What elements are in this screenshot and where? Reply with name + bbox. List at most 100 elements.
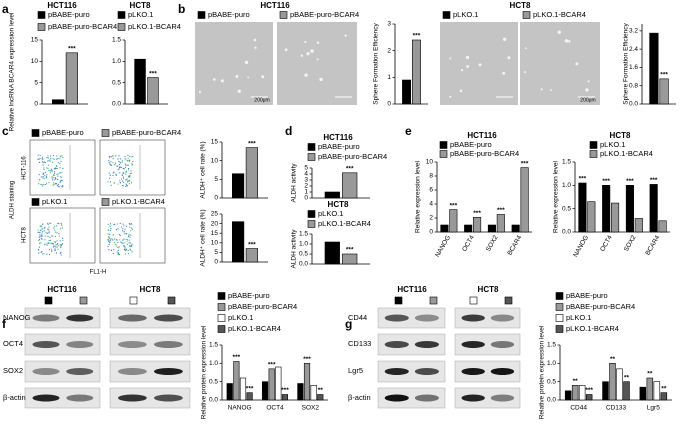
significance: *** xyxy=(626,178,634,185)
y-tick-label: 0.0 xyxy=(112,101,121,108)
flow-dot xyxy=(117,252,119,254)
flow-dot xyxy=(110,160,112,163)
bar xyxy=(473,217,482,233)
band xyxy=(117,341,147,348)
flow-dot xyxy=(54,241,56,244)
flow-dot xyxy=(116,245,118,247)
legend-label: pLKO.1 xyxy=(453,10,478,19)
sphere xyxy=(585,88,589,92)
flow-dot xyxy=(127,167,130,170)
legend-label: pBABE-puro-BCAR4 xyxy=(566,302,635,311)
flow-dot xyxy=(117,228,119,230)
flow-dot xyxy=(41,238,43,240)
flow-dot xyxy=(123,238,125,240)
flow-dot xyxy=(58,245,60,247)
flow-plot xyxy=(99,139,166,196)
flow-dot xyxy=(62,184,64,187)
y-tick-label: 0 xyxy=(387,101,391,108)
flow-dot xyxy=(40,229,42,231)
significance: *** xyxy=(521,160,529,167)
flow-dot xyxy=(129,226,131,228)
flow-dot xyxy=(109,174,111,176)
bar xyxy=(65,52,78,105)
flow-dot xyxy=(54,229,56,231)
flow-dot xyxy=(38,252,40,254)
y-tick-label: 10 xyxy=(211,240,219,247)
flow-dot xyxy=(122,228,124,230)
sphere xyxy=(524,71,527,74)
flow-dot xyxy=(38,158,40,160)
flow-dot xyxy=(124,179,127,181)
legend-swatch xyxy=(31,129,40,137)
flow-dot xyxy=(47,157,49,159)
axis-label: FL1-H xyxy=(90,270,107,276)
x-tick-label: NANOG xyxy=(434,234,452,258)
row-label: NANOG xyxy=(3,313,31,322)
flow-dot xyxy=(107,233,109,235)
flow-dot xyxy=(40,251,42,253)
y-tick-label: 0.0 xyxy=(547,397,556,404)
x-tick-label: NANOG xyxy=(572,234,590,258)
flow-dot xyxy=(124,246,126,248)
bar xyxy=(342,253,358,265)
row-label: OCT4 xyxy=(3,339,23,348)
legend-swatch xyxy=(101,198,110,206)
flow-dot xyxy=(50,239,52,241)
flow-dot xyxy=(129,242,131,244)
chart-title: HCT8 xyxy=(328,200,349,209)
sphere xyxy=(198,90,202,93)
flow-dot xyxy=(117,249,119,251)
sphere xyxy=(449,57,452,60)
flow-dot xyxy=(128,159,131,161)
legend-label: pBABE-puro-BCAR4 xyxy=(318,152,387,161)
flow-dot xyxy=(54,245,56,247)
flow-dot xyxy=(44,161,46,164)
flow-dot xyxy=(61,237,64,239)
flow-dot xyxy=(46,253,48,255)
flow-dot xyxy=(39,232,41,234)
flow-dot xyxy=(121,230,124,232)
flow-dot xyxy=(44,171,47,173)
legend-swatch xyxy=(307,210,316,218)
y-axis-label: Relative expression level xyxy=(553,161,560,233)
significance: *** xyxy=(303,356,311,363)
flow-dot xyxy=(39,157,41,160)
legend-swatch xyxy=(307,220,316,228)
flow-dot xyxy=(113,242,115,244)
flow-dot xyxy=(53,225,56,227)
bar xyxy=(511,224,520,233)
y-axis-label: Sphere Formation Efficiency xyxy=(373,22,380,104)
panel-letter: b xyxy=(178,2,185,16)
flow-dot xyxy=(40,226,42,228)
legend-label: pBABE-puro-BCAR4 xyxy=(290,10,359,19)
sphere xyxy=(575,62,579,66)
significance: *** xyxy=(497,207,505,214)
flow-dot xyxy=(60,254,62,256)
flow-dot xyxy=(109,225,111,227)
sphere xyxy=(237,89,241,93)
flow-dot xyxy=(56,184,58,186)
sphere xyxy=(253,38,257,42)
flow-dot xyxy=(60,156,62,158)
lane-key xyxy=(469,296,478,305)
micrograph xyxy=(520,22,600,105)
bar xyxy=(275,366,282,401)
y-tick-label: 2 xyxy=(429,215,433,222)
bar xyxy=(226,383,233,401)
flow-dot xyxy=(53,177,55,179)
flow-dot xyxy=(118,155,120,157)
flow-dot xyxy=(60,244,63,246)
legend-swatch xyxy=(217,303,226,311)
legend-label: pLKO.1-BCAR4 xyxy=(566,324,619,333)
y-axis-label: Sphere Formation Efficiency xyxy=(623,22,630,104)
flow-dot xyxy=(119,234,121,236)
flow-dot xyxy=(119,222,121,225)
flow-dot xyxy=(54,177,57,180)
y-tick-label: 0.0 xyxy=(562,229,571,236)
lane-key xyxy=(429,296,438,305)
flow-dot xyxy=(120,166,122,168)
flow-dot xyxy=(46,156,48,159)
flow-dot xyxy=(52,235,54,237)
flow-dot xyxy=(117,169,119,171)
flow-dot xyxy=(114,238,116,240)
